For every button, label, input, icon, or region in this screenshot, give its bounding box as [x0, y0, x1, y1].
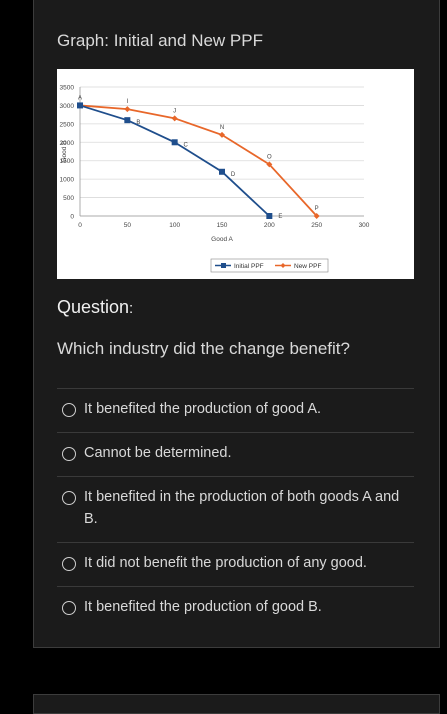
legend-marker: [221, 263, 226, 268]
y-tick-label: 3500: [60, 85, 75, 92]
data-point-marker: [171, 139, 178, 146]
data-point-marker: [124, 117, 131, 124]
radio-button-icon[interactable]: [62, 557, 76, 571]
option-c[interactable]: It benefited in the production of both g…: [57, 476, 414, 542]
radio-button-icon[interactable]: [62, 447, 76, 461]
graph-title: Graph: Initial and New PPF: [57, 31, 263, 50]
x-tick-label: 300: [359, 222, 370, 229]
option-d[interactable]: It did not benefit the production of any…: [57, 542, 414, 586]
data-point-label: A: [78, 95, 82, 101]
y-tick-label: 1000: [60, 177, 75, 184]
data-point-marker: [77, 102, 83, 109]
radio-button-icon[interactable]: [62, 491, 76, 505]
y-tick-label: 2000: [60, 140, 75, 147]
x-tick-label: 250: [311, 222, 322, 229]
data-point-marker: [266, 161, 273, 168]
next-question-card: [33, 694, 440, 714]
data-point-marker: [124, 106, 131, 113]
x-tick-label: 0: [78, 222, 82, 229]
question-card: Graph: Initial and New PPF 0 500 1000 1500 2…: [33, 0, 440, 648]
data-point-marker: [313, 213, 320, 219]
ppf-chart: 0 500 1000 1500 2000 2500 3000 3500 0 50 100 150 200…: [57, 69, 414, 279]
option-e[interactable]: It benefited the production of good B.: [57, 586, 414, 630]
data-point-label: O: [267, 154, 272, 160]
question-text: Which industry did the change benefit?: [57, 339, 350, 358]
legend-label: New PPF: [294, 263, 321, 270]
radio-button-icon[interactable]: [62, 403, 76, 417]
option-label: It benefited the production of good A.: [84, 401, 322, 417]
data-point-label: P: [315, 206, 319, 212]
x-tick-label: 150: [217, 222, 228, 229]
ppf-chart-svg: 0 500 1000 1500 2000 2500 3000 3500 0 50 100 150 200…: [60, 85, 370, 273]
radio-button-icon[interactable]: [62, 601, 76, 615]
data-point-label: I: [126, 99, 128, 105]
option-label: It benefited in the production of both g…: [84, 489, 400, 527]
x-tick-label: 200: [264, 222, 275, 229]
y-tick-label: 1500: [60, 158, 75, 165]
question-heading-colon: :: [129, 300, 134, 317]
question-heading: Question:: [57, 297, 133, 318]
y-tick-label: 500: [63, 195, 74, 202]
question-heading-text: Question: [57, 297, 130, 317]
y-tick-label: 3000: [60, 103, 75, 110]
option-label: It did not benefit the production of any…: [84, 555, 367, 571]
y-tick-label: 2500: [60, 121, 75, 128]
legend-label: Initial PPF: [234, 263, 264, 270]
data-point-label: E: [278, 214, 282, 220]
x-tick-label: 50: [124, 222, 132, 229]
data-point-label: J: [173, 108, 176, 114]
series-line-1: [79, 104, 318, 217]
option-label: Cannot be determined.: [84, 445, 232, 461]
legend-box: [210, 258, 329, 273]
option-b[interactable]: Cannot be determined.: [57, 432, 414, 476]
data-point-label: C: [183, 142, 188, 148]
data-point-label: D: [231, 172, 236, 178]
data-point-marker: [171, 115, 178, 122]
answer-options: It benefited the production of good A. C…: [57, 388, 414, 630]
data-point-marker: [219, 131, 225, 138]
data-point-label: B: [136, 120, 140, 126]
option-label: It benefited the production of good B.: [84, 599, 322, 615]
x-axis-label: Good A: [211, 236, 233, 243]
data-point-marker: [266, 213, 273, 219]
y-axis-label: Good B: [61, 140, 68, 162]
data-point-label: N: [220, 125, 224, 131]
y-tick-label: 0: [70, 214, 74, 221]
legend-marker: [280, 263, 286, 268]
x-tick-label: 100: [169, 222, 180, 229]
data-point-marker: [219, 168, 225, 175]
option-a[interactable]: It benefited the production of good A.: [57, 388, 414, 432]
